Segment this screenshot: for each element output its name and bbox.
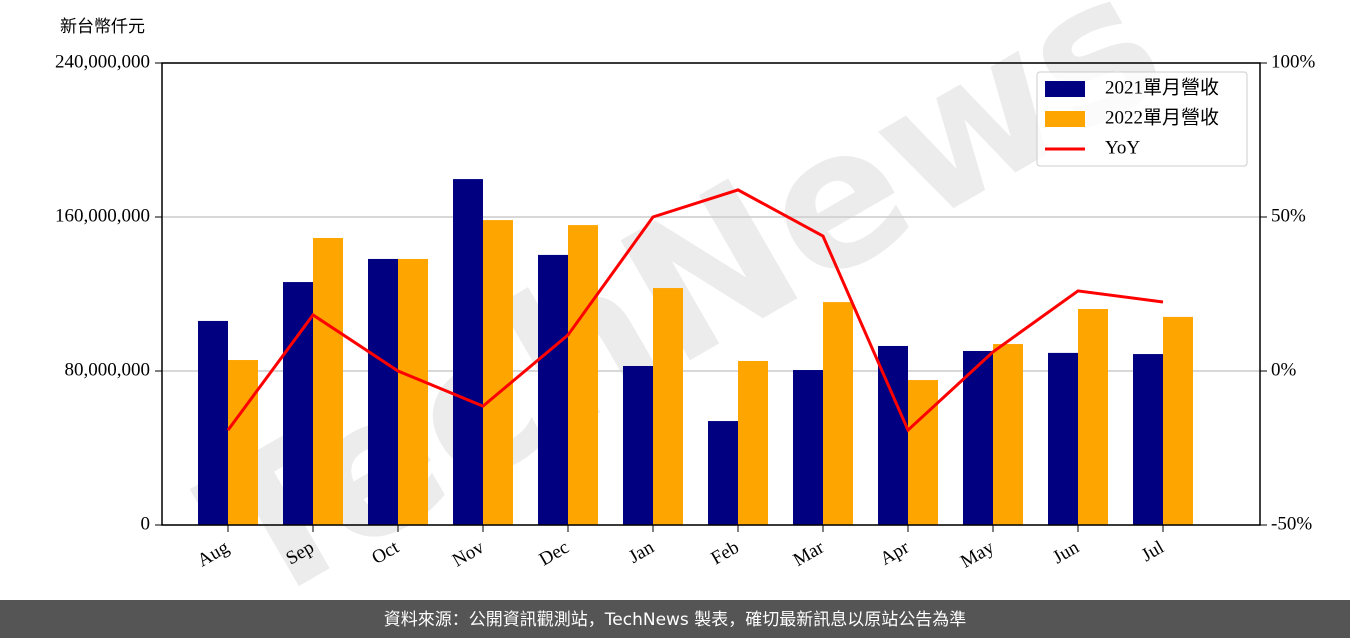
bar (823, 302, 853, 525)
bar (313, 237, 343, 526)
bar (623, 365, 653, 525)
x-tick-label: Feb (707, 537, 742, 569)
y2-tick-label: 0% (1271, 359, 1297, 380)
bar (1163, 316, 1193, 525)
x-tick-label: Jul (1138, 537, 1168, 566)
y2-tick-label: 100% (1271, 51, 1316, 72)
bar (283, 282, 313, 525)
x-tick-label: May (957, 537, 998, 573)
bar (453, 179, 483, 525)
legend (1036, 71, 1248, 167)
legend-label: 2021單月營收 (1105, 76, 1219, 98)
footer-bar (0, 600, 1350, 638)
y2-tick-label: 50% (1271, 205, 1306, 226)
bar (483, 220, 513, 525)
bar (653, 288, 683, 525)
x-tick-label: Mar (790, 537, 828, 571)
legend-label: 2022單月營收 (1105, 106, 1219, 128)
bar (1078, 309, 1108, 525)
legend-label: YoY (1105, 137, 1140, 158)
y2-tick-label: -50% (1271, 513, 1312, 534)
bar (793, 370, 823, 525)
x-tick-label: Jan (625, 537, 658, 568)
bar (398, 258, 428, 525)
bar (198, 320, 228, 525)
x-tick-label: Dec (536, 537, 573, 570)
legend-swatch (1045, 81, 1085, 97)
line (226, 188, 1164, 433)
y-tick-label: 160,000,000 (55, 205, 150, 226)
bar (708, 421, 738, 525)
x-tick-label: Jun (1049, 537, 1083, 569)
plot-frame (161, 62, 1261, 526)
bar (228, 360, 258, 525)
bar (738, 360, 768, 525)
bar (568, 225, 598, 525)
x-tick-label: Apr (877, 537, 914, 570)
y-axis-label: 新台幣仟元 (60, 17, 145, 37)
bar (963, 350, 993, 525)
y-tick-label: 80,000,000 (65, 359, 151, 380)
bar (1133, 354, 1163, 525)
bar (538, 254, 568, 526)
y-tick-label: 240,000,000 (55, 51, 150, 72)
bar (908, 380, 938, 525)
bar (368, 258, 398, 525)
footer: 資料來源：公開資訊觀測站，TechNews 製表，確切最新訊息以原站公告為準 (384, 610, 966, 630)
y-tick-label: 0 (141, 513, 151, 534)
bar (1048, 352, 1078, 525)
bar (993, 344, 1023, 525)
legend-swatch (1045, 111, 1085, 127)
